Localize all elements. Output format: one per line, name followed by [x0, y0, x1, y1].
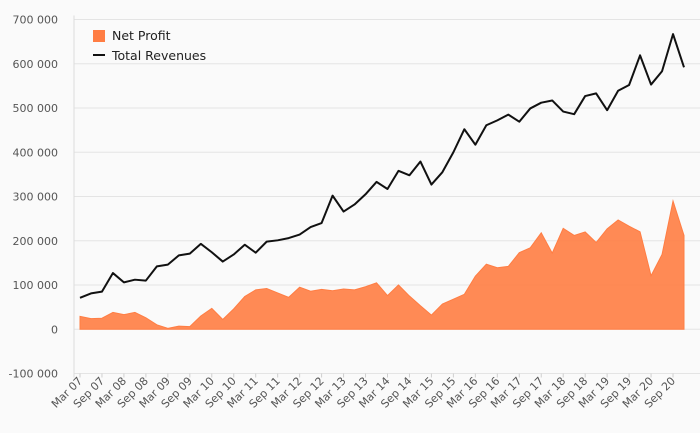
y-tick-label: 700 000: [13, 14, 59, 27]
y-tick-label: 500 000: [13, 102, 59, 115]
y-tick-label: 300 000: [13, 191, 59, 204]
legend-label-net-profit: Net Profit: [112, 28, 171, 43]
net-profit-area-group: [79, 198, 685, 330]
y-tick-label: 0: [51, 323, 58, 336]
y-axis-ticks: 700 000 600 000 500 000 400 000 300 000 200 0…: [9, 14, 58, 381]
legend: Net Profit Total Revenues: [93, 28, 206, 63]
total-revenues-line: [79, 33, 685, 299]
legend-label-total-revenues: Total Revenues: [111, 48, 206, 63]
y-tick-label: 400 000: [13, 146, 59, 159]
y-tick-label: -100 000: [9, 368, 58, 381]
total-revenues-line-group: [79, 33, 685, 299]
y-tick-label: 200 000: [13, 235, 59, 248]
y-tick-label: 100 000: [13, 279, 59, 292]
y-tick-label: 600 000: [13, 58, 59, 71]
net-profit-area: [79, 198, 685, 330]
legend-swatch-net-profit: [93, 30, 105, 42]
